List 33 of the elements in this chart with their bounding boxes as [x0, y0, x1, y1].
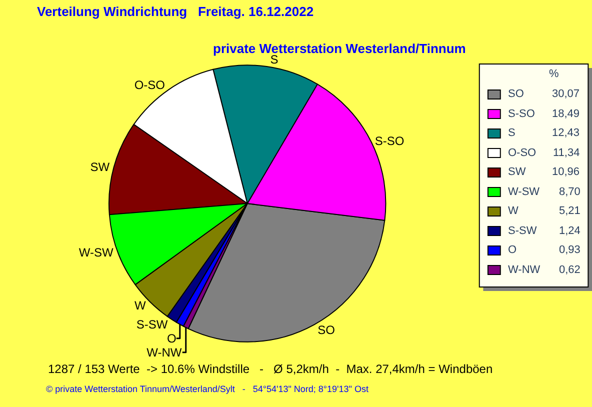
data-label: 5,21 [559, 205, 580, 217]
legend-label: S-SO [508, 108, 536, 120]
text: 1287 / 153 Werte -> 10.6% Windstille - Ø 5,2km/h - Max. 27,4km/h = Windböen [48, 362, 493, 376]
slice-label: O-SO [134, 78, 165, 92]
legend-label: SO [508, 88, 524, 100]
data-label: 0,93 [559, 244, 580, 256]
slice-label: W-NW [146, 345, 182, 360]
legend-label: W [508, 205, 519, 217]
slice-label: SW [90, 160, 110, 174]
legend-label: S-SW [508, 225, 538, 237]
data-label: 8,70 [559, 186, 580, 198]
legend-title: % [549, 68, 559, 80]
legend-label: O-SO [508, 147, 537, 159]
data-label: 11,34 [553, 147, 580, 159]
data-label: 18,49 [552, 108, 580, 120]
slice-label: SO [318, 323, 336, 338]
data-label: 30,07 [552, 88, 580, 100]
legend-label: W-NW [508, 264, 541, 276]
legend-label: O [508, 244, 517, 256]
legend-label: W-SW [508, 186, 540, 198]
chart-title: Verteilung Windrichtung Freitag. 16.12.2022 [37, 4, 314, 19]
slice-label: W-SW [78, 245, 114, 260]
data-label: 12,43 [552, 127, 580, 139]
legend-label: S [508, 127, 516, 139]
data-label: 10,96 [552, 166, 580, 178]
slice-label: S-SO [374, 134, 404, 148]
text: © private Wetterstation Tinnum/Westerland/Sylt - 54°54'13" Nord; 8°19'13" Ost [46, 384, 369, 394]
legend-label: SW [508, 166, 526, 178]
slice-label: S-SW [136, 317, 168, 332]
data-label: 1,24 [559, 225, 580, 237]
slice-label: O [167, 331, 176, 346]
slice-label: W [134, 298, 147, 312]
data-label: 0,62 [559, 264, 580, 276]
